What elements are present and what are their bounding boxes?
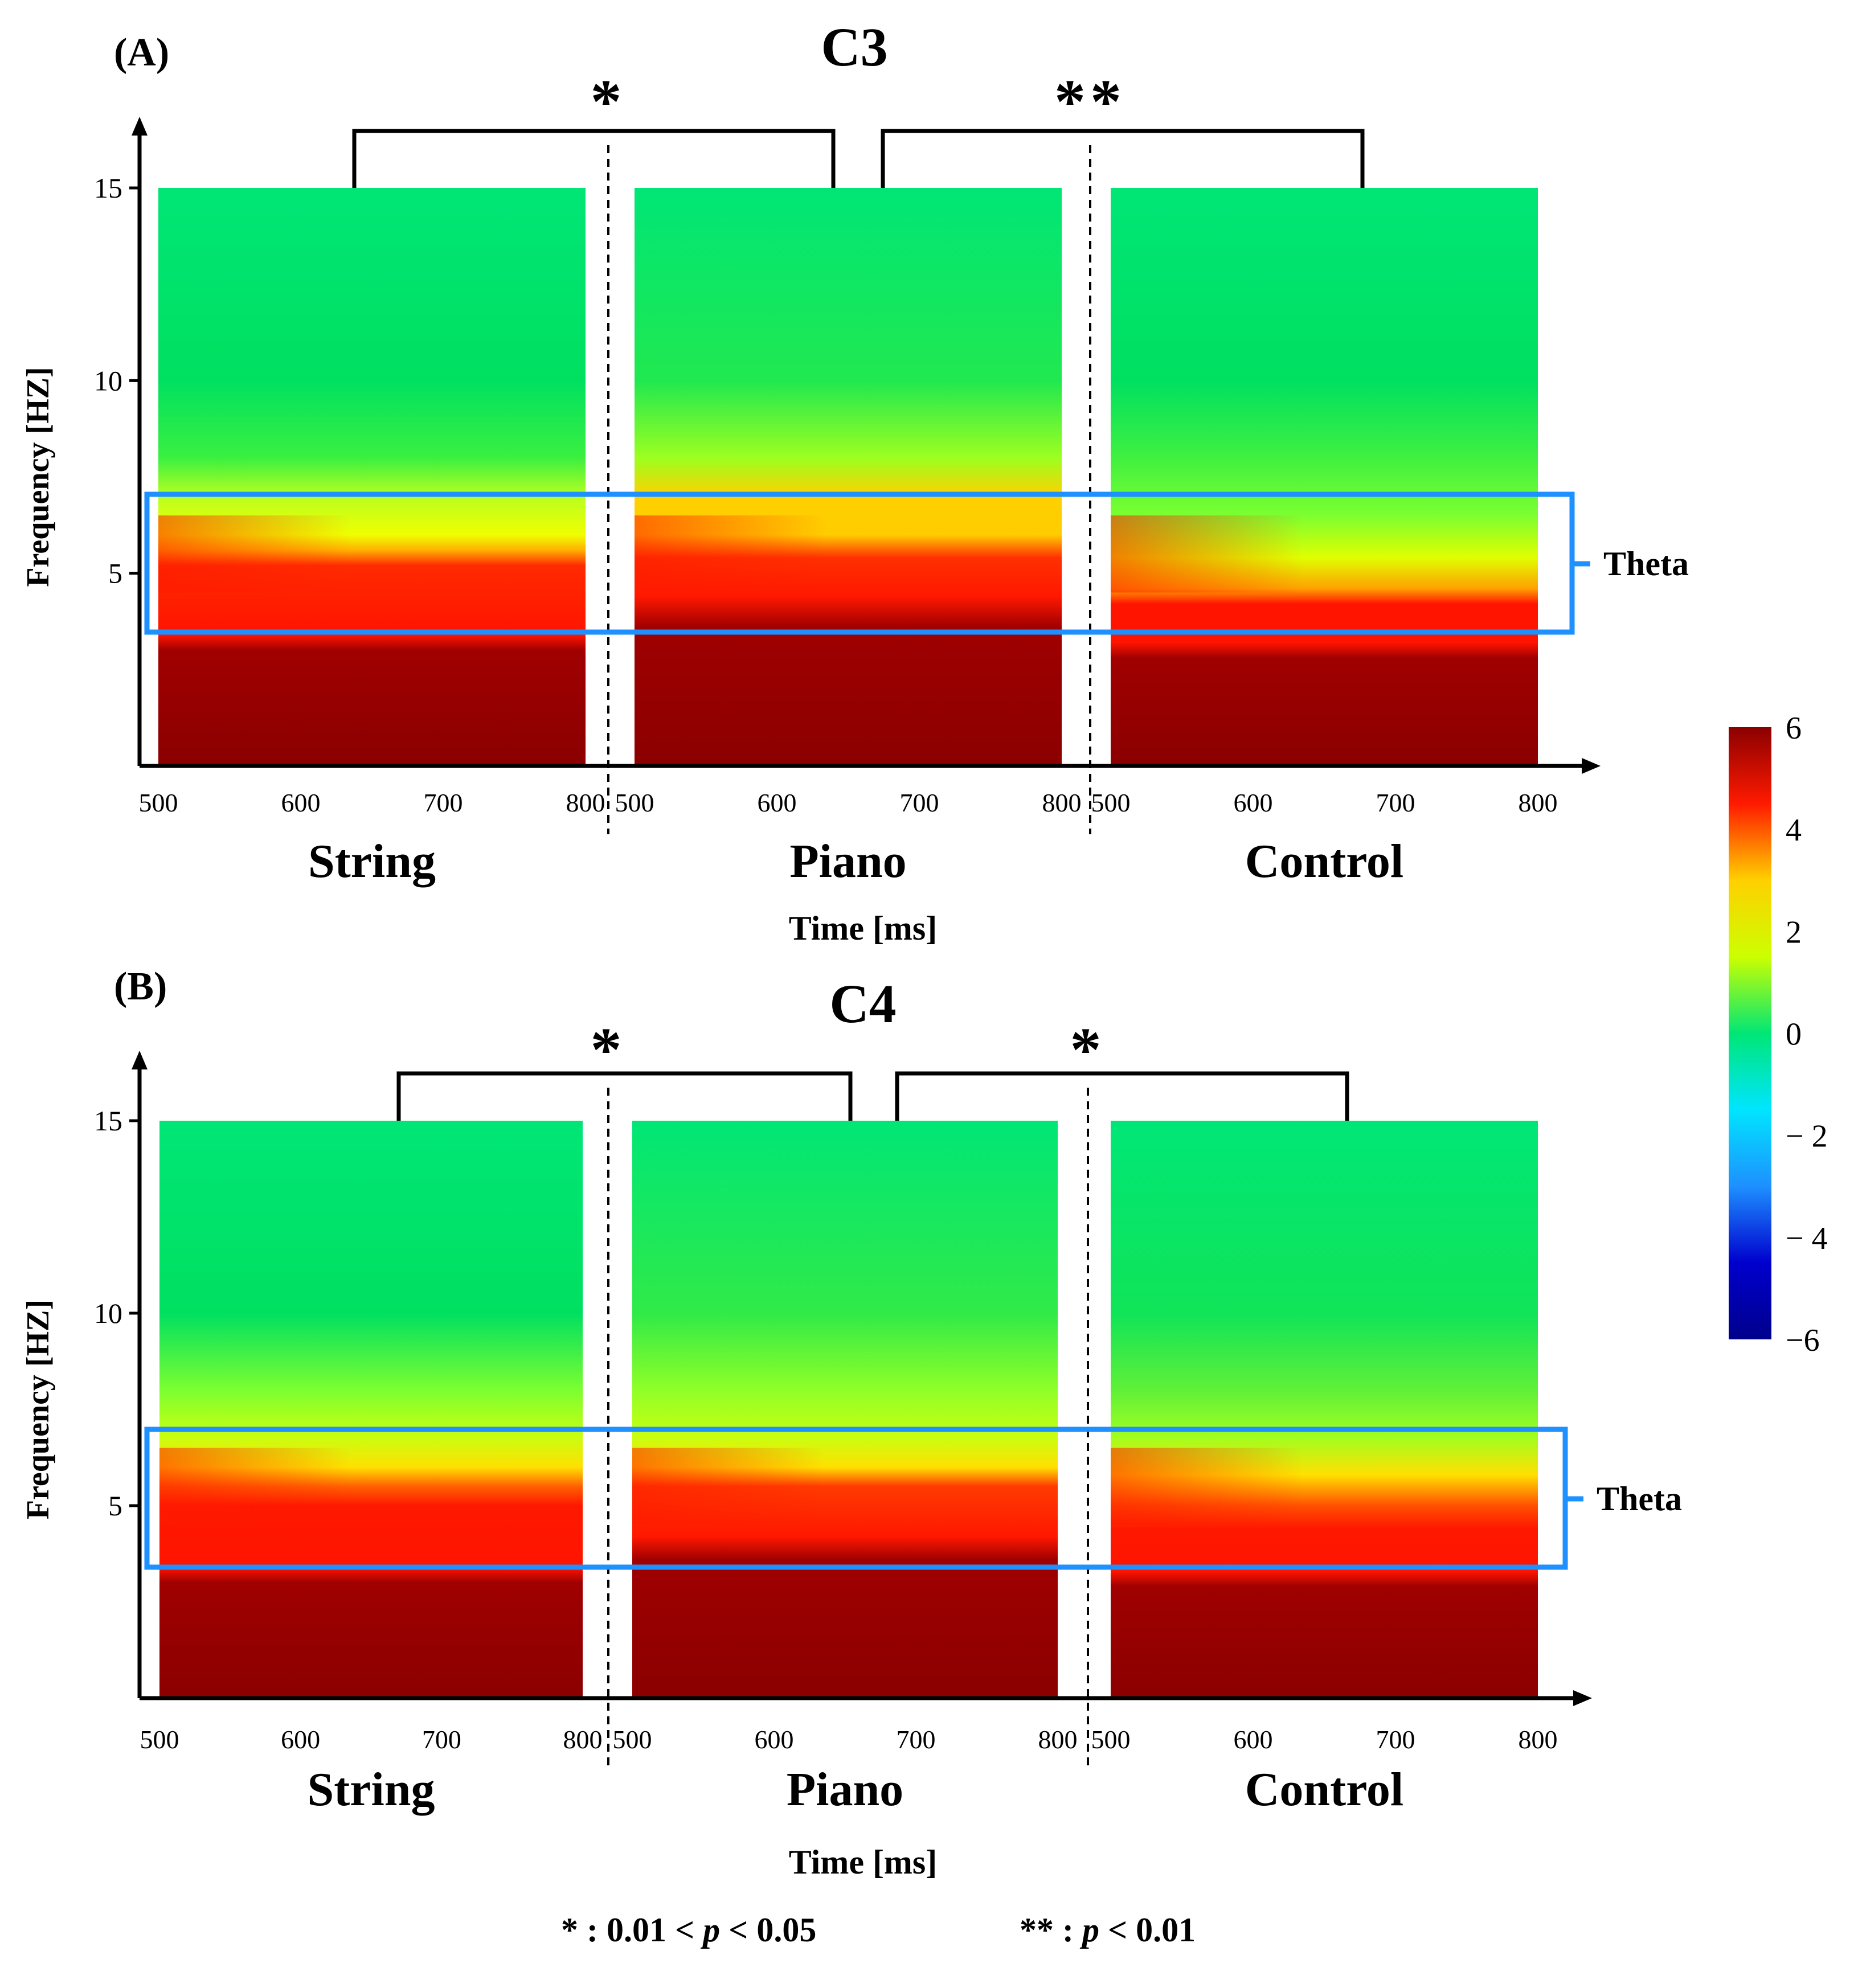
significance-marker: *	[1070, 1015, 1106, 1084]
y-tick-label: 10	[94, 364, 122, 396]
panel-label: (A)	[114, 31, 169, 75]
significance-bracket	[352, 129, 836, 188]
theta-hotspot-piano	[635, 515, 1062, 593]
condition-label-control: Control	[1245, 1763, 1403, 1816]
theta-hotspot-string	[158, 515, 586, 593]
significance-bracket	[895, 1071, 1349, 1121]
colorbar-tick-label: − 2	[1786, 1119, 1828, 1154]
x-tick-label: 500	[1091, 788, 1131, 817]
x-tick-label: 600	[755, 1725, 794, 1754]
x-axis-arrow	[1582, 758, 1601, 774]
colorbar-tick-label: − 4	[1786, 1221, 1828, 1256]
panel-label: (B)	[114, 965, 167, 1009]
panel-title: C4	[829, 973, 896, 1034]
significance-marker: *	[591, 1015, 627, 1084]
heatmap-string	[158, 188, 586, 766]
x-tick-label: 500	[613, 1725, 652, 1754]
x-axis-label: Time [ms]	[789, 909, 938, 947]
y-tick-label: 15	[94, 172, 122, 204]
x-tick-label: 600	[1234, 1725, 1273, 1754]
x-tick-label: 500	[140, 1725, 179, 1754]
significance-marker: **	[1054, 67, 1126, 136]
x-axis-label: Time [ms]	[789, 1843, 938, 1881]
y-tick-label: 5	[108, 1490, 122, 1522]
x-tick-label: 800	[1038, 1725, 1078, 1754]
x-tick-label: 800	[1519, 788, 1558, 817]
x-tick-label: 700	[422, 1725, 461, 1754]
x-tick-label: 700	[1376, 788, 1415, 817]
significance-marker: *	[591, 67, 627, 136]
significance-bracket	[396, 1071, 853, 1121]
condition-label-string: String	[307, 1763, 435, 1816]
panel-title: C3	[821, 17, 887, 77]
heatmap-string	[159, 1121, 583, 1698]
x-tick-label: 600	[281, 1725, 320, 1754]
condition-label-control: Control	[1245, 835, 1403, 888]
colorbar-tick-label: 0	[1786, 1017, 1802, 1052]
y-axis-label: Frequency [HZ]	[21, 367, 56, 587]
x-axis-arrow	[1573, 1690, 1592, 1706]
x-tick-label: 600	[1234, 788, 1273, 817]
x-tick-label: 700	[424, 788, 463, 817]
theta-hotspot-piano	[632, 1448, 1058, 1525]
x-tick-label: 500	[139, 788, 178, 817]
colorbar-tick-label: −6	[1786, 1323, 1820, 1358]
x-tick-label: 800	[566, 788, 605, 817]
y-tick-label: 5	[108, 558, 122, 589]
y-axis-arrow	[132, 1051, 148, 1069]
y-tick-label: 15	[94, 1105, 122, 1137]
heatmap-control	[1111, 1121, 1538, 1698]
x-tick-label: 800	[1519, 1725, 1558, 1754]
significance-bracket	[881, 129, 1365, 188]
y-tick-label: 10	[94, 1297, 122, 1329]
y-axis-arrow	[132, 117, 148, 136]
colorbar-tick-label: 2	[1786, 915, 1802, 950]
panel-b: String 500 600 700 800 Piano 500 600 700 800 Contr…	[21, 965, 1682, 1881]
colorbar-tick-label: 6	[1786, 711, 1802, 746]
colorbar-gradient	[1729, 727, 1771, 1339]
x-tick-label: 500	[1091, 1725, 1131, 1754]
y-axis-label: Frequency [HZ]	[21, 1300, 56, 1519]
x-tick-label: 500	[615, 788, 654, 817]
heatmap-piano	[635, 188, 1062, 766]
theta-hotspot-string	[159, 1448, 583, 1525]
condition-label-piano: Piano	[789, 835, 906, 888]
significance-legend: * : 0.01 < p < 0.05 ** : p < 0.01	[0, 1911, 1854, 1956]
x-tick-label: 700	[897, 1725, 936, 1754]
panel-a: String 500 600 700 800 Piano 500 600 700 800 Contr…	[21, 17, 1689, 947]
theta-hotspot-control	[1111, 1448, 1538, 1525]
legend-double-star: ** : p < 0.01	[1020, 1911, 1196, 1949]
condition-label-string: String	[308, 835, 436, 888]
x-tick-label: 600	[281, 788, 321, 817]
legend-single-star: * : 0.01 < p < 0.05	[561, 1911, 817, 1949]
heatmap-control	[1111, 188, 1538, 766]
theta-band-label: Theta	[1597, 1480, 1682, 1518]
x-tick-label: 600	[758, 788, 797, 817]
colorbar: 6 4 2 0 − 2 − 4 −6	[1729, 711, 1828, 1358]
x-tick-label: 800	[1042, 788, 1082, 817]
heatmap-piano	[632, 1121, 1058, 1698]
x-tick-label: 800	[563, 1725, 603, 1754]
theta-band-label: Theta	[1603, 545, 1689, 583]
condition-label-piano: Piano	[787, 1763, 903, 1816]
theta-hotspot-control	[1111, 515, 1538, 593]
x-tick-label: 700	[1376, 1725, 1415, 1754]
colorbar-tick-label: 4	[1786, 813, 1802, 848]
x-tick-label: 700	[900, 788, 939, 817]
